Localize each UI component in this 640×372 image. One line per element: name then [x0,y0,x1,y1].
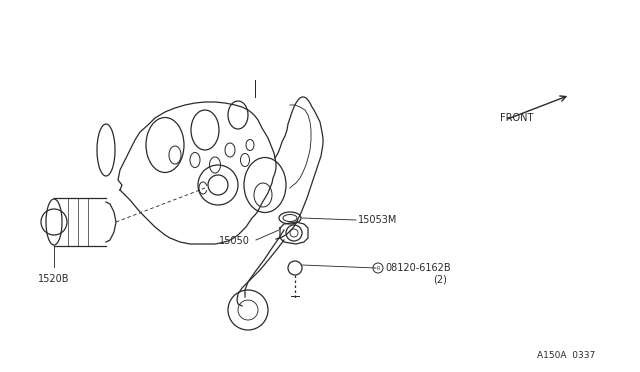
Text: 08120-6162B: 08120-6162B [385,263,451,273]
Text: 15050: 15050 [219,236,250,246]
Text: 15053M: 15053M [358,215,397,225]
Text: (2): (2) [433,275,447,285]
Text: 1520B: 1520B [38,274,70,284]
Text: FRONT: FRONT [500,113,533,123]
Text: R: R [376,266,380,270]
Text: A150A  0337: A150A 0337 [537,350,595,359]
